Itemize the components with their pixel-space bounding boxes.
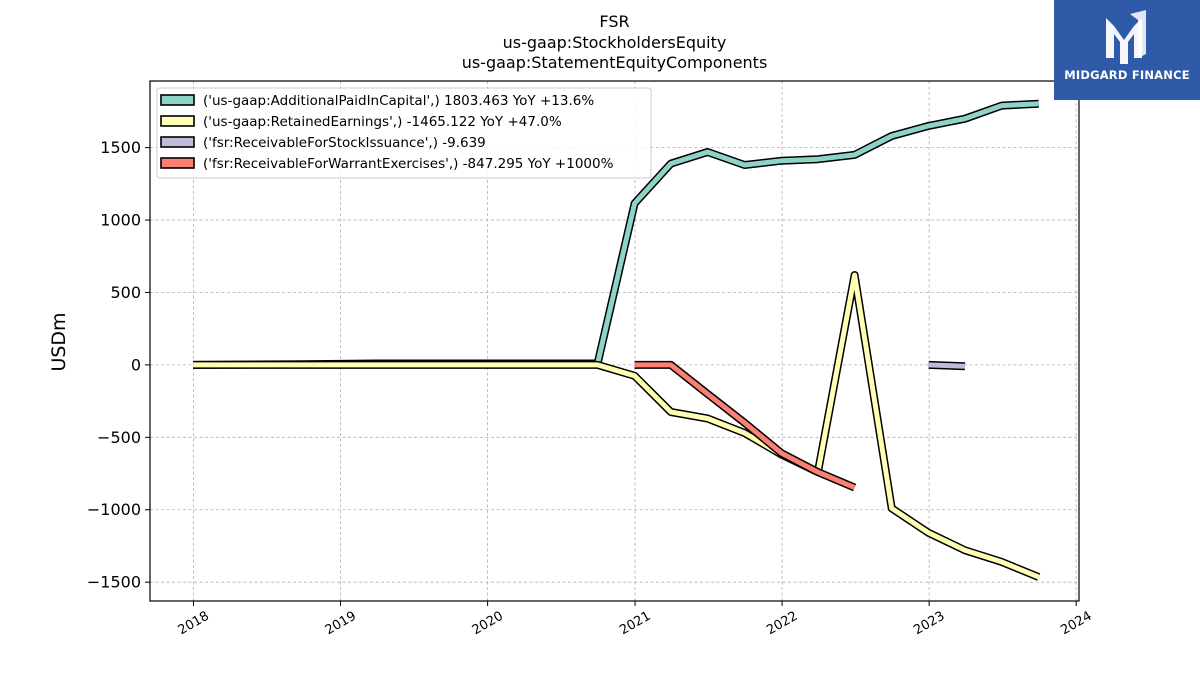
- chart-subtitle-line: us-gaap:StockholdersEquity: [503, 33, 727, 52]
- legend-box: [156, 87, 652, 179]
- series-line-fill: [928, 362, 966, 369]
- logo-mark-icon: [1106, 10, 1146, 64]
- y-tick-label: 1000: [100, 211, 141, 230]
- legend-label: ('fsr:ReceivableForWarrantExercises',) -…: [203, 156, 614, 172]
- y-axis-label: USDm: [48, 312, 70, 371]
- axes: −1500 −1000 −500 0 500 1000 1500 2018 2019 2020 20…: [87, 138, 1095, 638]
- x-tick-label: 2022: [764, 609, 800, 639]
- y-tick-label: 500: [110, 283, 141, 302]
- y-tick-label: −1500: [87, 573, 141, 592]
- plot-frame: [149, 80, 1080, 602]
- brand-logo: MIDGARD FINANCE: [1054, 0, 1200, 100]
- x-tick-label: 2019: [323, 609, 359, 639]
- legend-swatch: [160, 157, 195, 169]
- y-tick-label: −1000: [87, 500, 141, 519]
- series-line-fill: [193, 272, 1040, 580]
- chart-title-line: FSR: [599, 12, 629, 31]
- chart-subtitle-line: us-gaap:StatementEquityComponents: [462, 53, 768, 72]
- y-tick-label: 0: [131, 355, 141, 374]
- legend-label: ('us-gaap:RetainedEarnings',) -1465.122 …: [203, 114, 562, 130]
- series-layer: [193, 99, 1041, 581]
- chart-title: FSR us-gaap:StockholdersEquity us-gaap:S…: [462, 12, 768, 72]
- x-tick-label: 2023: [911, 609, 947, 639]
- legend-label: ('us-gaap:AdditionalPaidInCapital',) 180…: [203, 93, 594, 109]
- legend-swatch: [160, 136, 195, 148]
- logo-text: MIDGARD FINANCE: [1064, 68, 1190, 82]
- x-tick-label: 2018: [176, 609, 212, 639]
- series-line: [634, 360, 857, 492]
- legend-label: ('fsr:ReceivableForStockIssuance',) -9.6…: [203, 135, 486, 151]
- series-line: [193, 271, 1041, 581]
- series-line-fill: [634, 362, 856, 490]
- legend-swatch: [160, 94, 195, 106]
- series-line: [928, 360, 966, 371]
- x-tick-label: 2024: [1058, 609, 1094, 639]
- x-tick-label: 2021: [617, 609, 653, 639]
- y-tick-label: −500: [97, 428, 141, 447]
- x-tick-label: 2020: [470, 609, 506, 639]
- y-tick-label: 1500: [100, 138, 141, 157]
- legend-swatch: [160, 115, 195, 127]
- legend: ('us-gaap:AdditionalPaidInCapital',) 180…: [156, 87, 652, 179]
- series-line-outline: [193, 271, 1041, 581]
